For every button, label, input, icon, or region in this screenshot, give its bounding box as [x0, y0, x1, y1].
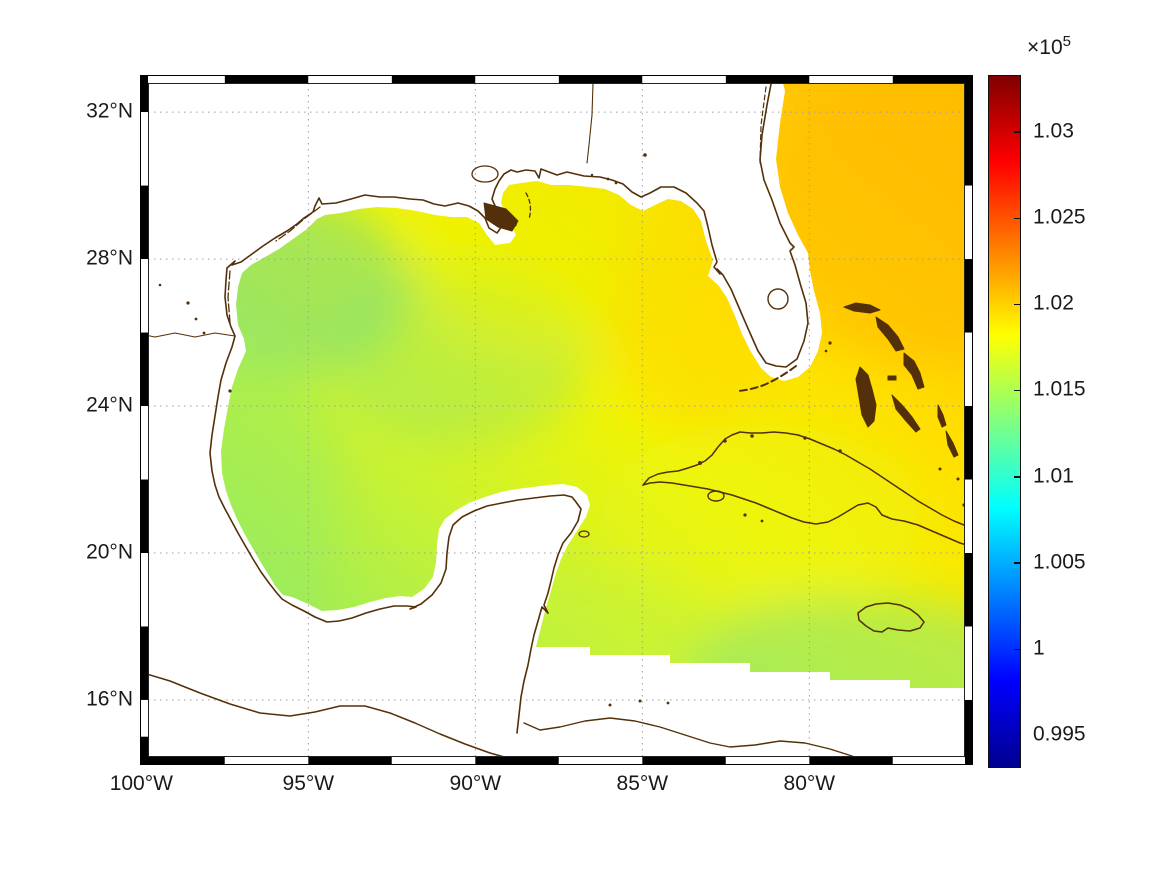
colorbar-tick-mark — [1014, 648, 1021, 651]
frame-segment — [965, 185, 973, 260]
texas-barrier-islands — [227, 206, 321, 324]
apalachicola-river — [586, 82, 594, 164]
frame-segment — [140, 699, 148, 737]
colorbar-tick-label: 1.015 — [1033, 377, 1086, 401]
frame-segment — [965, 406, 973, 480]
coastline-mainland-us-mexico — [209, 83, 809, 734]
colorbar-tick-mark — [1014, 389, 1021, 392]
frame-segment — [642, 757, 726, 765]
colorbar-tick-label: 1 — [1033, 636, 1045, 660]
x-tick-label: 85°W — [616, 772, 669, 795]
frame-segment — [725, 75, 810, 83]
frame-segment — [140, 736, 148, 765]
georgia-coast-marsh — [759, 86, 767, 164]
y-tick-label: 32°N — [86, 99, 133, 123]
colorbar-tick-label: 1.01 — [1033, 464, 1074, 488]
frame-segment — [140, 332, 148, 407]
frame-segment — [965, 553, 973, 627]
colorbar-tick-mark — [1014, 131, 1021, 133]
frame-segment — [308, 757, 392, 765]
frame-segment — [558, 75, 643, 83]
honduras-coast — [523, 717, 876, 765]
frame-segment — [892, 757, 973, 765]
x-tick-label: 95°W — [282, 772, 335, 795]
colorbar-tick-label: 1.02 — [1033, 291, 1074, 315]
frame-segment — [140, 626, 148, 700]
frame-segment — [965, 75, 973, 186]
colorbar-tick-label: 1.025 — [1033, 205, 1086, 229]
map-plot-area — [140, 75, 973, 765]
frame-segment — [140, 75, 225, 83]
y-tick-label: 20°N — [86, 540, 133, 564]
x-tick-label: 80°W — [783, 772, 836, 795]
coastlines — [140, 82, 973, 765]
chandeleur-islands — [525, 192, 532, 220]
lake-okeechobee — [767, 288, 789, 310]
frame-segment — [140, 259, 148, 333]
pacific-coast-mexico — [140, 671, 539, 765]
graticule-grid — [148, 83, 965, 757]
colorbar-tick-label: 1.03 — [1033, 119, 1074, 143]
frame-segment — [391, 75, 476, 83]
no-data-south-mask — [526, 647, 973, 765]
coastline-cuba — [642, 431, 973, 548]
frame-segment — [140, 112, 148, 186]
frame-segment — [140, 479, 148, 554]
mississippi-delta — [483, 202, 519, 232]
frame-segment — [140, 553, 148, 627]
colorbar-tick-label: 0.995 — [1033, 722, 1086, 746]
frame-segment — [809, 757, 893, 765]
colorbar-tick-mark — [1014, 217, 1021, 220]
frame-segment — [725, 757, 810, 765]
frame-segment — [140, 75, 148, 113]
colorbar — [988, 75, 1021, 768]
frame-segment — [965, 332, 973, 407]
colorbar-tick-label: 1.005 — [1033, 550, 1086, 574]
lake-pontchartrain — [471, 165, 499, 183]
colorbar-tick-mark — [1014, 562, 1021, 564]
map-frame-outline — [140, 75, 973, 765]
frame-segment — [965, 259, 973, 333]
coastline-jamaica — [857, 602, 925, 633]
florida-keys — [737, 365, 797, 392]
frame-segment — [965, 626, 973, 700]
frame-segment — [809, 75, 893, 83]
rio-grande-river — [140, 332, 236, 338]
colorbar-tick-mark — [1014, 734, 1021, 737]
map-frame-band — [140, 75, 973, 765]
colorbar-tick-mark — [1014, 303, 1021, 306]
frame-segment — [391, 757, 476, 765]
bahamas-islands — [843, 302, 959, 458]
frame-segment — [892, 75, 973, 83]
y-tick-label: 28°N — [86, 246, 133, 270]
x-tick-label: 100°W — [109, 772, 173, 795]
frame-segment — [140, 185, 148, 260]
colorbar-tick-mark — [1014, 476, 1021, 478]
y-tick-label: 16°N — [86, 687, 133, 711]
frame-segment — [224, 75, 309, 83]
frame-segment — [965, 699, 973, 765]
frame-segment — [140, 757, 225, 765]
y-tick-label: 24°N — [86, 393, 133, 417]
colorbar-exponent-label: ×105 — [1027, 33, 1071, 59]
frame-segment — [642, 75, 726, 83]
frame-segment — [475, 757, 559, 765]
cozumel-island — [578, 530, 590, 538]
frame-segment — [558, 757, 643, 765]
isla-juventud — [707, 490, 725, 502]
frame-segment — [140, 406, 148, 480]
frame-segment — [965, 479, 973, 554]
frame-segment — [308, 75, 392, 83]
frame-segment — [475, 75, 559, 83]
frame-segment — [224, 757, 309, 765]
x-tick-label: 90°W — [449, 772, 502, 795]
